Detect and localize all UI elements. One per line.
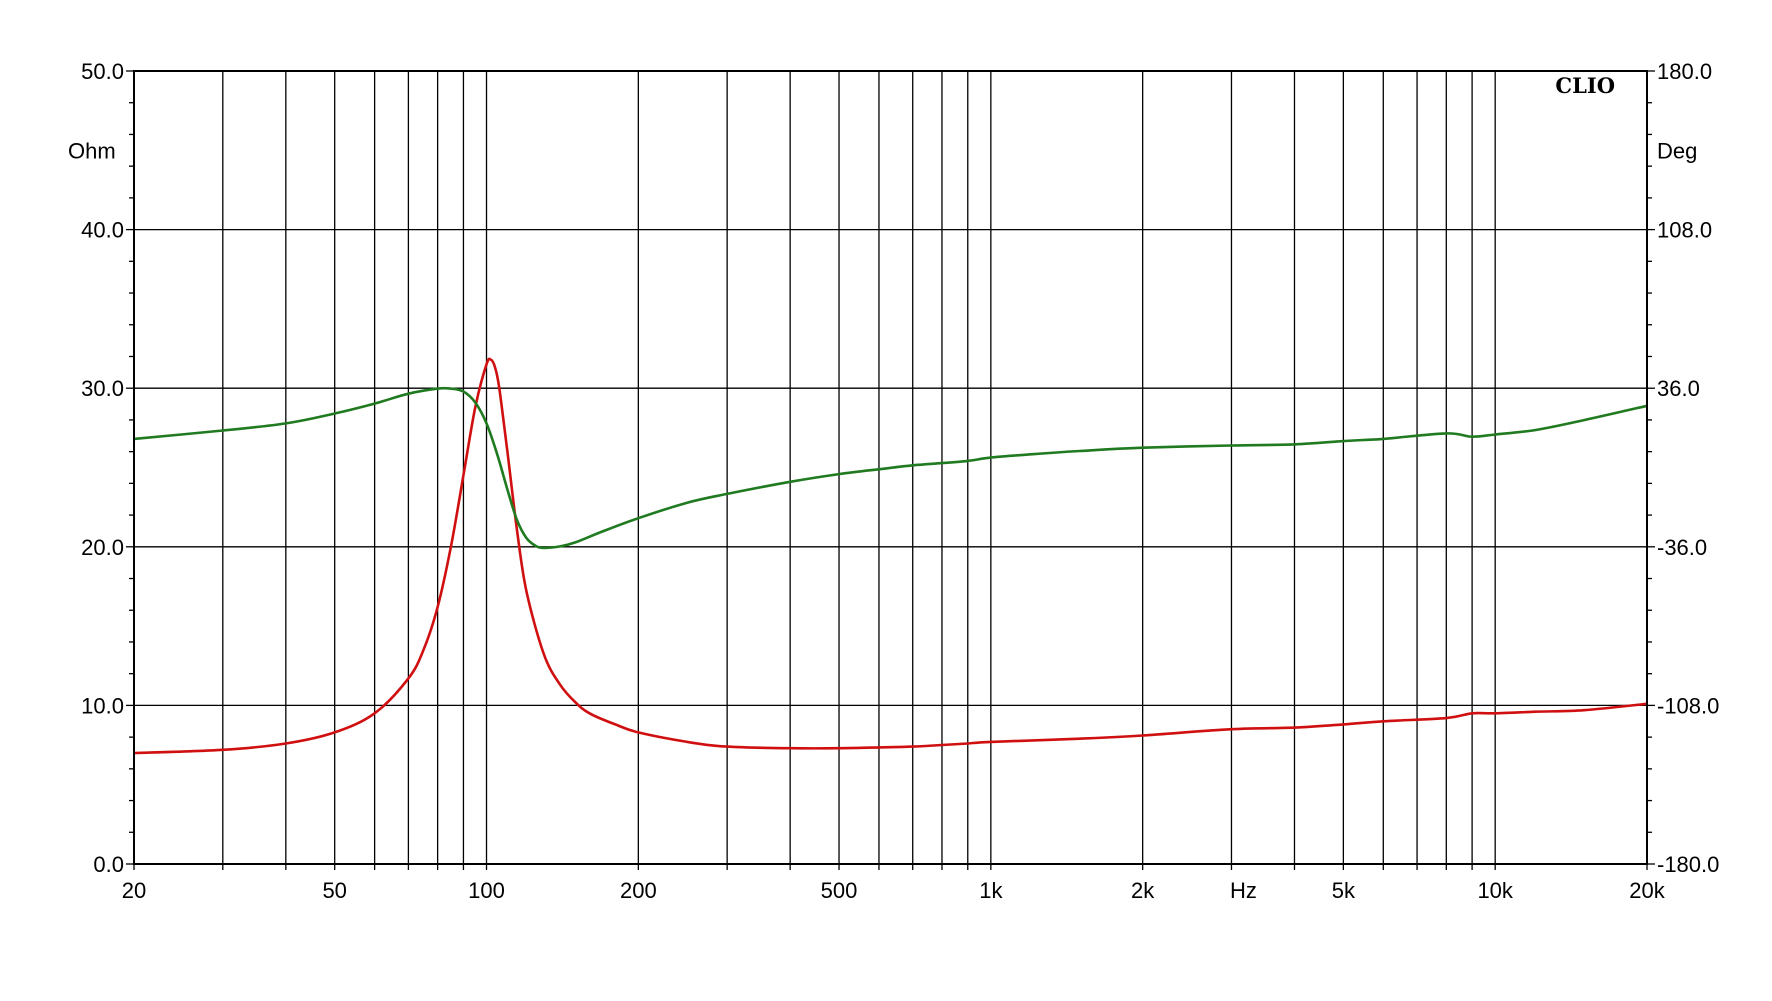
x-tick-label: 200: [620, 878, 657, 903]
right-tick-label: -108.0: [1657, 693, 1719, 718]
x-tick-label: 5k: [1332, 878, 1356, 903]
x-tick-label: 500: [821, 878, 858, 903]
x-tick-label: 2k: [1131, 878, 1155, 903]
right-tick-label: 180.0: [1657, 59, 1712, 84]
right-tick-label: 36.0: [1657, 376, 1700, 401]
right-unit-label: Deg: [1657, 138, 1697, 163]
right-tick-label: 108.0: [1657, 218, 1712, 243]
right-tick-label: -36.0: [1657, 535, 1707, 560]
bottom-axis-ticks: [133, 864, 1648, 870]
right-axis-ticks: [1647, 70, 1655, 865]
series-layer: [133, 357, 1648, 755]
plot-frame: [133, 70, 1648, 865]
phase-curve: [133, 386, 1648, 550]
x-unit-label: Hz: [1230, 878, 1257, 903]
left-tick-label: 40.0: [81, 218, 124, 243]
left-unit-label: Ohm: [68, 138, 116, 163]
left-tick-label: 20.0: [81, 535, 124, 560]
clio-brand-label: CLIO: [1555, 73, 1615, 98]
x-tick-label: 1k: [979, 878, 1003, 903]
left-tick-label: 0.0: [93, 852, 124, 877]
axis-labels: 0.0 10.0 20.0 30.0 40.0 50.0 -180.0 -108.0 -36.0…: [68, 59, 1719, 903]
x-tick-label: 10k: [1477, 878, 1513, 903]
left-axis-ticks: [126, 70, 134, 865]
x-tick-label: 100: [468, 878, 505, 903]
x-tick-label: 50: [322, 878, 346, 903]
vertical-gridlines: [222, 71, 1496, 864]
right-tick-label: -180.0: [1657, 852, 1719, 877]
x-tick-label: 20: [122, 878, 146, 903]
left-tick-label: 30.0: [81, 376, 124, 401]
left-tick-label: 50.0: [81, 59, 124, 84]
x-tick-label: 20k: [1629, 878, 1665, 903]
left-tick-label: 10.0: [81, 693, 124, 718]
impedance-curve: [133, 357, 1648, 755]
